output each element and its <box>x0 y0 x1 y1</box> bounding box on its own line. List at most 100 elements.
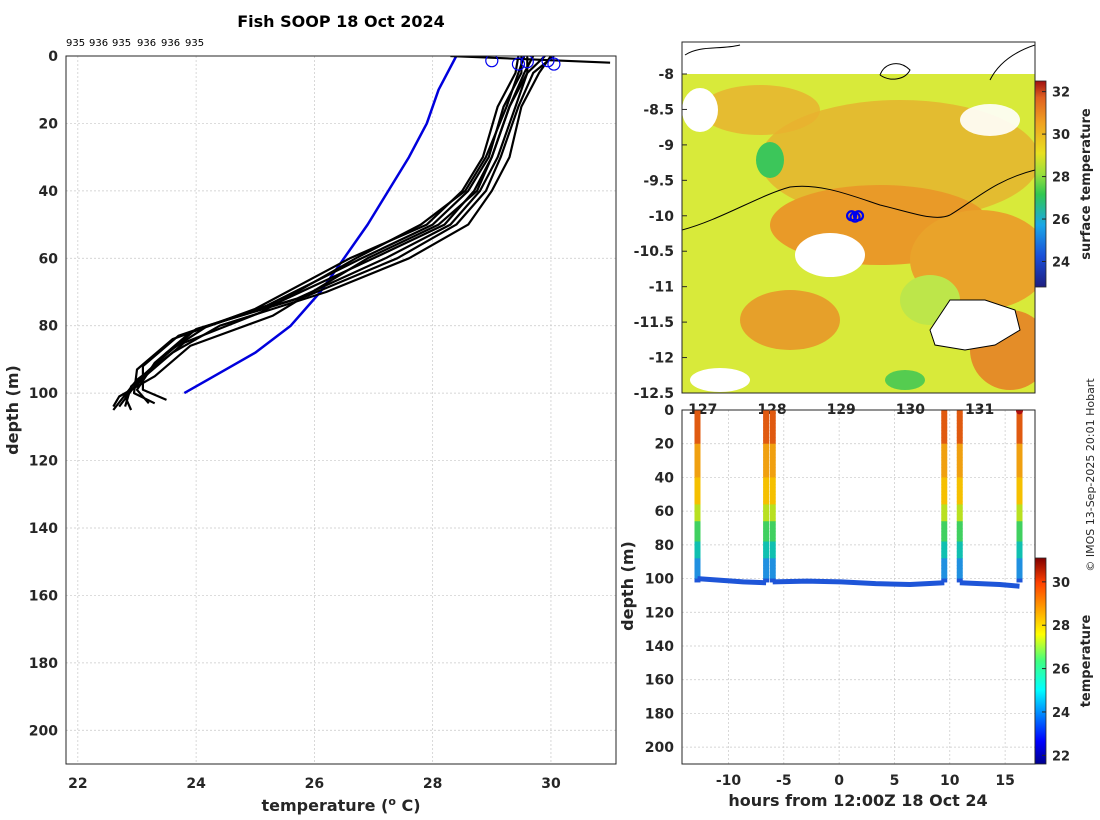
cast-sample <box>694 484 701 489</box>
cast-sample <box>956 436 963 441</box>
cast-sample <box>956 538 963 542</box>
series-profile-3 <box>124 56 546 407</box>
cast-sample <box>1016 514 1023 519</box>
cast-sample <box>769 467 776 472</box>
cast-sample <box>956 490 963 495</box>
cast-sample <box>769 534 776 539</box>
cast-sample <box>956 457 963 462</box>
series-surface-line <box>450 56 611 64</box>
sst-field <box>682 42 1035 393</box>
cast-sample <box>694 413 701 418</box>
y-tick-label: 100 <box>29 386 58 402</box>
y-tick-label: 120 <box>645 605 674 621</box>
cast-sample <box>1016 484 1023 489</box>
profile-axes-box <box>65 55 617 765</box>
cast-sample <box>769 541 776 546</box>
cast-sample <box>769 416 776 421</box>
profile-id-2: 936 <box>89 38 108 49</box>
x-tick-label: 28 <box>423 776 442 792</box>
cast-sample <box>769 561 776 566</box>
cast-sample <box>1016 420 1023 424</box>
lat-tick-label: -9 <box>658 138 674 154</box>
cast-sample <box>694 470 701 475</box>
surface-marker <box>520 56 534 69</box>
cast-sample <box>769 420 776 424</box>
sst-colorbar-label: surface temperature <box>1079 108 1094 260</box>
cast-sample <box>941 494 948 499</box>
cast-sample <box>941 433 948 438</box>
cast-sample <box>694 538 701 542</box>
cast-sample <box>941 426 948 431</box>
cast-sample <box>941 474 948 478</box>
cast-sample <box>941 558 948 563</box>
cast-sample <box>763 521 770 526</box>
cast-sample <box>763 497 770 502</box>
profile-id-3: 935 <box>112 38 131 49</box>
cast-sample <box>769 480 776 485</box>
cast-sample <box>769 433 776 438</box>
cast-sample <box>769 528 776 532</box>
cast-sample <box>956 443 963 448</box>
temperature-colorbar-tick: 24 <box>1052 706 1070 721</box>
y-tick-label: 100 <box>645 572 674 588</box>
cast-sample <box>941 450 948 455</box>
cast-sample <box>763 501 770 505</box>
cast-sample <box>941 578 948 583</box>
depth-time-x-label: hours from 12:00Z 18 Oct 24 <box>728 791 987 810</box>
cast-sample <box>956 514 963 519</box>
cast-sample <box>769 538 776 542</box>
cast-sample <box>941 575 948 580</box>
cast-sample <box>1016 460 1023 465</box>
cast-sample <box>941 571 948 576</box>
cast-sample <box>941 501 948 505</box>
lat-tick-label: -12.5 <box>634 386 674 402</box>
cast-sample <box>769 477 776 482</box>
cast-sample <box>941 423 948 428</box>
tow-track <box>959 580 1020 589</box>
y-tick-label: 60 <box>655 504 675 520</box>
cast-sample <box>1016 487 1023 492</box>
surface-marker <box>547 57 561 71</box>
cast-sample <box>941 528 948 532</box>
series-profile-5 <box>141 56 523 401</box>
lat-tick-label: -9.5 <box>643 173 674 189</box>
cast-sample <box>941 443 948 448</box>
y-tick-label: 200 <box>645 740 674 756</box>
cast-sample <box>1016 568 1023 573</box>
watermark: © IMOS 13-Sep-2025 20:01 Hobart <box>1084 378 1097 572</box>
cast-sample <box>1016 450 1023 455</box>
depth-time-tick-labels: -10 -5 0 5 10 15 0 20 40 60 80 100 120 140 160 180 200 <box>645 403 1015 789</box>
y-tick-label: 80 <box>39 319 59 335</box>
cast-sample <box>956 565 963 569</box>
cast-sample <box>763 480 770 485</box>
sst-colorbar-tick: 32 <box>1052 86 1070 101</box>
cast-sample <box>941 534 948 539</box>
cast-sample <box>763 487 770 492</box>
coastline <box>682 169 1035 231</box>
cast-sample <box>956 470 963 475</box>
cast-sample <box>956 420 963 424</box>
y-tick-label: 0 <box>48 49 58 65</box>
cast-sample <box>763 443 770 448</box>
cast-sample <box>1016 548 1023 553</box>
cast-sample <box>763 514 770 519</box>
cast-sample <box>763 423 770 428</box>
cast-sample <box>1016 554 1023 559</box>
cast-sample <box>1016 571 1023 576</box>
cast-sample <box>1016 558 1023 563</box>
cast-sample <box>941 511 948 516</box>
surface-marker <box>485 56 499 68</box>
cast-sample <box>1016 504 1023 509</box>
cast-sample <box>1016 544 1023 549</box>
lat-tick-label: -10.5 <box>634 244 674 260</box>
cast-sample <box>956 494 963 499</box>
x-tick-label: 15 <box>995 773 1014 789</box>
profile-id-4: 936 <box>137 38 156 49</box>
cast-sample <box>694 426 701 431</box>
cast-sample <box>1016 467 1023 472</box>
cast-sample <box>763 447 770 451</box>
cast-sample <box>1016 430 1023 435</box>
cast-sample <box>769 565 776 569</box>
cast-sample <box>941 514 948 519</box>
cast-sample <box>941 565 948 569</box>
